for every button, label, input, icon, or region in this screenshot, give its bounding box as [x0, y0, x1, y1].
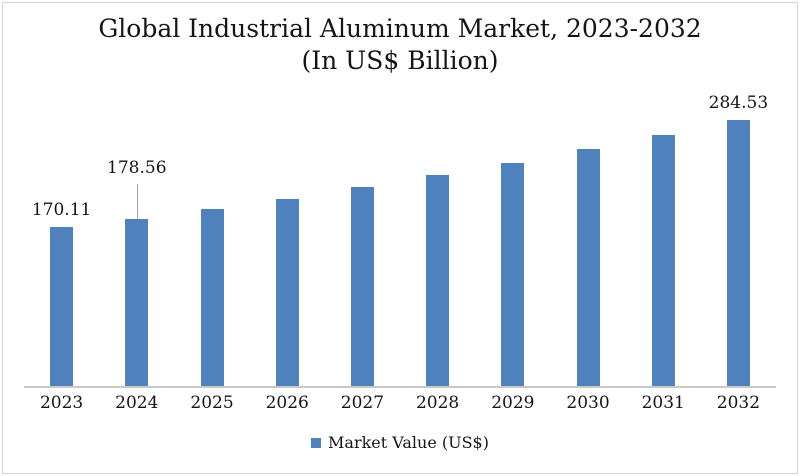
legend: Market Value (US$)	[0, 433, 800, 452]
bar-2030	[576, 149, 600, 386]
bar-group-2023: 170.11	[24, 85, 99, 386]
legend-label: Market Value (US$)	[328, 433, 489, 452]
bar-group-2029	[475, 85, 550, 386]
bar-2027	[350, 187, 374, 386]
data-label-2032: 284.53	[708, 93, 769, 113]
x-axis-label-2032: 2032	[716, 393, 761, 413]
bar-group-2025	[174, 85, 249, 386]
bar-2024	[125, 219, 149, 386]
leader-line-2024	[136, 184, 138, 219]
x-axis-label-2030: 2030	[566, 393, 610, 413]
x-axis-label-2023: 2023	[39, 393, 84, 413]
x-axis-label-2028: 2028	[415, 393, 460, 413]
x-axis-label-2025: 2025	[190, 393, 234, 413]
data-label-2023: 170.11	[31, 200, 92, 220]
legend-marker-icon	[311, 437, 322, 448]
bar-group-2032: 284.53	[701, 85, 776, 386]
bar-group-2024: 178.56	[99, 85, 174, 386]
x-axis-label-2024: 2024	[115, 393, 159, 413]
plot-area: 170.11 178.56 284.53	[24, 85, 776, 388]
chart-title-line1: Global Industrial Aluminum Market, 2023-…	[98, 14, 702, 43]
x-axis-label-2027: 2027	[340, 393, 385, 413]
x-axis-label-2029: 2029	[491, 393, 535, 413]
bar-group-2028	[400, 85, 475, 386]
bar-group-2026	[250, 85, 325, 386]
chart-title: Global Industrial Aluminum Market, 2023-…	[0, 13, 800, 77]
bar-group-2031	[626, 85, 701, 386]
bar-2029	[501, 163, 525, 386]
bar-2032	[726, 120, 750, 386]
bar-2031	[651, 135, 675, 386]
bar-2028	[426, 175, 450, 386]
bar-2026	[275, 199, 299, 386]
bar-2023	[50, 227, 74, 386]
bar-2025	[200, 209, 224, 386]
data-label-2024: 178.56	[107, 158, 167, 178]
x-axis: 2023 2024 2025 2026 2027 2028 2029 2030 2031 2032	[24, 393, 776, 413]
chart-title-line2: (In US$ Billion)	[301, 46, 499, 75]
bar-group-2027	[325, 85, 400, 386]
bar-group-2030	[550, 85, 625, 386]
x-axis-label-2031: 2031	[641, 393, 685, 413]
x-axis-label-2026: 2026	[265, 393, 309, 413]
